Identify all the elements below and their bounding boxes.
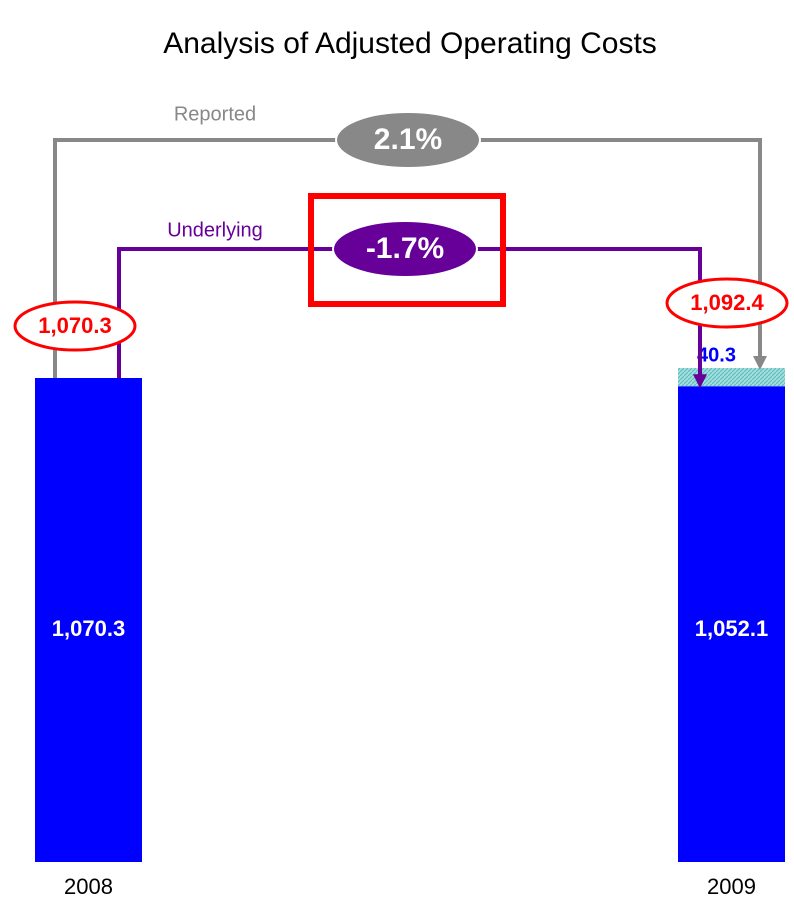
x-tick-label: 2008 [64, 874, 113, 899]
arrowhead [753, 356, 767, 370]
x-tick-label: 2009 [707, 874, 756, 899]
bar [35, 377, 142, 862]
bar [678, 386, 785, 862]
total-label: 1,070.3 [38, 313, 111, 338]
value-label: 1,070.3 [52, 616, 125, 641]
comparison-label: Underlying [167, 219, 263, 241]
arrowhead [693, 374, 707, 389]
total-oval [665, 277, 789, 329]
comparison-pill [332, 220, 478, 278]
value-label: 1,052.1 [695, 616, 768, 641]
comparison-label: Reported [174, 103, 256, 125]
comparison-value: -1.7% [366, 232, 444, 265]
value-label: 40.3 [697, 344, 736, 366]
total-oval [13, 300, 137, 352]
bar [678, 368, 785, 387]
highlight-box [308, 193, 506, 307]
comparison-pill [335, 111, 481, 169]
total-label: 1,092.4 [690, 290, 764, 315]
comparison-value: 2.1% [374, 123, 442, 156]
chart-title: Analysis of Adjusted Operating Costs [163, 27, 657, 60]
